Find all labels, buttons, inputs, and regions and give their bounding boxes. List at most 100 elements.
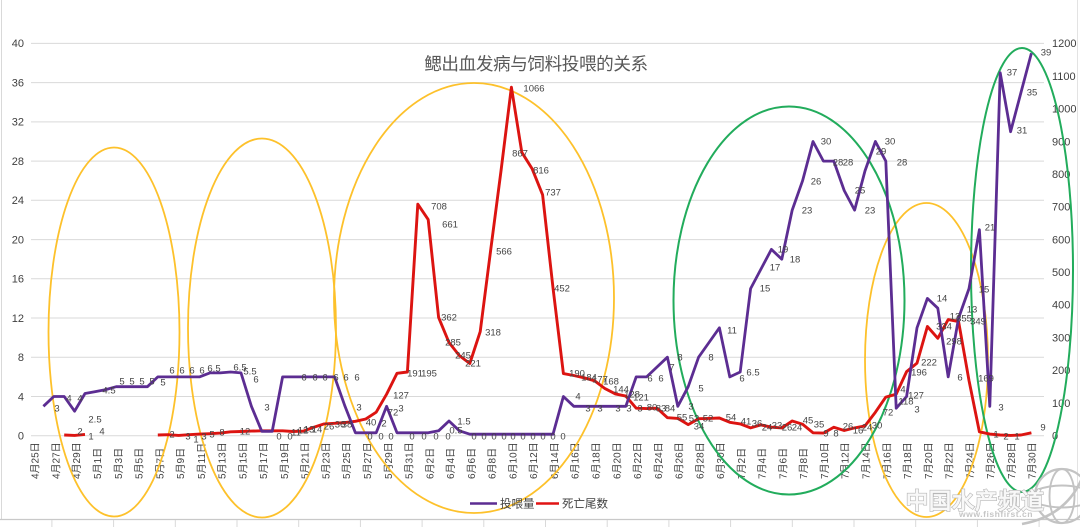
svg-text:52: 52 [703,413,714,424]
svg-text:28: 28 [12,156,24,168]
svg-text:1: 1 [88,431,93,442]
svg-text:5月19日: 5月19日 [279,442,291,479]
svg-text:13: 13 [967,304,978,315]
svg-text:5: 5 [129,376,134,387]
svg-text:33: 33 [772,420,783,431]
svg-text:30: 30 [821,136,832,147]
svg-text:3: 3 [264,402,269,413]
svg-text:816: 816 [533,165,549,176]
svg-text:1: 1 [193,434,198,445]
svg-text:4: 4 [99,426,104,437]
svg-text:128: 128 [624,389,640,400]
svg-text:3: 3 [585,403,590,414]
svg-text:6月18日: 6月18日 [591,442,603,479]
svg-text:184: 184 [581,372,597,383]
svg-text:5月11日: 5月11日 [196,443,208,479]
svg-text:600: 600 [1052,234,1070,246]
svg-text:0: 0 [409,431,414,442]
svg-text:0: 0 [491,431,496,442]
svg-text:6: 6 [179,365,184,376]
svg-text:7月20日: 7月20日 [923,442,935,479]
svg-text:5: 5 [160,377,165,388]
svg-text:40: 40 [12,38,24,50]
svg-text:245: 245 [455,350,471,361]
svg-text:3: 3 [201,431,206,442]
svg-text:15: 15 [760,283,771,294]
svg-text:177: 177 [592,374,608,385]
svg-text:169: 169 [978,373,994,384]
svg-text:16: 16 [12,274,24,286]
svg-text:53: 53 [689,413,700,424]
svg-text:362: 362 [441,312,457,323]
svg-text:7月2日: 7月2日 [736,448,748,479]
svg-text:28: 28 [843,157,854,168]
svg-text:0: 0 [560,431,565,442]
svg-text:1066: 1066 [523,83,544,94]
svg-text:13: 13 [304,424,315,435]
svg-text:26: 26 [843,421,854,432]
svg-text:3: 3 [54,403,59,414]
svg-text:221: 221 [465,358,481,369]
svg-text:4.5: 4.5 [102,385,115,396]
svg-text:191: 191 [407,368,423,379]
svg-text:6月4日: 6月4日 [445,448,457,479]
svg-text:3: 3 [688,401,693,412]
svg-text:0: 0 [510,431,515,442]
svg-text:55: 55 [677,412,688,423]
svg-text:29: 29 [876,146,887,157]
svg-text:7月24日: 7月24日 [964,442,976,479]
svg-text:3: 3 [998,402,1003,413]
svg-text:6月2日: 6月2日 [424,448,436,479]
svg-text:7月12日: 7月12日 [840,442,852,479]
svg-text:6: 6 [253,374,258,385]
svg-text:222: 222 [921,357,937,368]
svg-text:5月3日: 5月3日 [113,448,125,479]
svg-text:100: 100 [1052,398,1070,410]
svg-text:中国水产频道: 中国水产频道 [906,488,1045,514]
svg-text:45: 45 [803,415,814,426]
svg-text:7月28日: 7月28日 [1006,442,1018,479]
svg-text:18: 18 [790,254,801,265]
svg-text:26: 26 [324,421,335,432]
svg-text:6: 6 [189,365,194,376]
svg-text:200: 200 [1052,365,1070,377]
svg-text:0.5: 0.5 [449,425,462,436]
svg-text:21: 21 [985,222,996,233]
svg-text:35: 35 [814,419,825,430]
svg-text:0: 0 [433,431,438,442]
svg-text:17: 17 [770,262,781,273]
svg-text:72: 72 [883,407,894,418]
svg-text:7月6日: 7月6日 [777,448,789,479]
svg-text:6: 6 [312,372,317,383]
svg-text:36: 36 [12,77,24,89]
svg-text:15: 15 [979,284,990,295]
svg-text:0: 0 [388,431,393,442]
svg-text:7月22日: 7月22日 [944,442,956,479]
svg-text:7月8日: 7月8日 [798,448,810,479]
svg-text:鳃出血发病与饲料投喂的关系: 鳃出血发病与饲料投喂的关系 [424,54,648,74]
svg-text:6: 6 [169,365,174,376]
svg-text:5月21日: 5月21日 [300,442,312,479]
svg-text:7月10日: 7月10日 [819,442,831,479]
svg-text:4月29日: 4月29日 [71,442,83,479]
svg-text:2: 2 [381,418,386,429]
svg-text:195: 195 [421,368,437,379]
svg-text:0: 0 [378,431,383,442]
svg-text:36: 36 [752,418,763,429]
svg-text:566: 566 [496,246,512,257]
svg-text:5月31日: 5月31日 [404,442,416,479]
svg-text:5月15日: 5月15日 [237,442,249,479]
svg-text:25: 25 [855,185,866,196]
svg-text:19: 19 [778,244,789,255]
svg-text:34: 34 [694,421,705,432]
svg-text:6月12日: 6月12日 [528,442,540,479]
svg-text:28: 28 [897,157,908,168]
svg-text:4: 4 [900,384,905,395]
svg-text:6.5: 6.5 [233,362,246,373]
svg-text:6月8日: 6月8日 [487,448,499,479]
svg-text:死亡尾数: 死亡尾数 [562,497,608,511]
svg-text:6月6日: 6月6日 [466,448,478,479]
svg-text:8: 8 [18,352,24,364]
svg-text:6.5: 6.5 [746,367,759,378]
svg-text:24: 24 [792,422,803,433]
